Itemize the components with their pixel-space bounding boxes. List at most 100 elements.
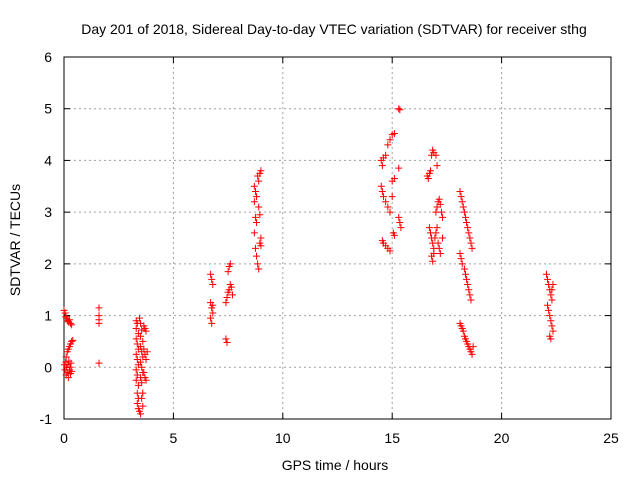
data-point [467, 296, 475, 304]
data-point [466, 291, 474, 299]
data-point [227, 283, 235, 291]
data-point [207, 314, 215, 322]
data-point [95, 359, 103, 367]
y-tick-label: 2 [44, 256, 52, 272]
data-point [95, 319, 103, 327]
data-point [457, 193, 465, 201]
data-points [60, 105, 557, 418]
data-point [140, 368, 148, 376]
data-point [254, 260, 262, 268]
data-point [384, 141, 392, 149]
data-point [433, 224, 441, 232]
data-point [547, 317, 555, 325]
data-point [464, 281, 472, 289]
data-point [459, 327, 467, 335]
y-tick-label: 1 [44, 308, 52, 324]
data-point [138, 326, 146, 334]
data-point [209, 281, 217, 289]
data-point [142, 327, 150, 335]
data-point [222, 335, 230, 343]
data-point [460, 208, 468, 216]
data-point [378, 162, 386, 170]
y-tick-label: 4 [44, 152, 52, 168]
data-point [384, 203, 392, 211]
y-tick-label: 6 [44, 49, 52, 65]
data-point [434, 239, 442, 247]
data-point [548, 286, 556, 294]
data-point [62, 353, 70, 361]
data-point [377, 182, 385, 190]
data-point [545, 306, 553, 314]
data-point [431, 234, 439, 242]
data-point [137, 358, 145, 366]
data-point [466, 234, 474, 242]
data-point [223, 338, 231, 346]
data-point [250, 182, 258, 190]
data-point [429, 257, 437, 265]
data-point [436, 250, 444, 258]
data-point [253, 218, 261, 226]
data-point [223, 293, 231, 301]
data-point [142, 376, 150, 384]
data-point [436, 200, 444, 208]
data-point [424, 175, 432, 183]
data-point [255, 265, 263, 273]
data-point [257, 234, 265, 242]
data-point [464, 224, 472, 232]
data-point [138, 394, 146, 402]
data-point [397, 224, 405, 232]
data-point [226, 260, 234, 268]
data-point [379, 193, 387, 201]
x-tick-label: 5 [170, 430, 178, 446]
data-point [548, 322, 556, 330]
data-point [463, 218, 471, 226]
data-point [251, 213, 259, 221]
data-point [250, 229, 258, 237]
data-point [62, 313, 70, 321]
data-point [132, 325, 140, 332]
data-point [386, 136, 394, 144]
data-point [64, 374, 72, 382]
data-point [425, 224, 433, 232]
chart-title: Day 201 of 2018, Sidereal Day-to-day VTE… [81, 21, 587, 37]
data-point [253, 252, 261, 260]
data-point [61, 309, 69, 317]
data-point [461, 213, 469, 221]
data-point [459, 203, 467, 211]
data-point [222, 299, 230, 307]
x-tick-label: 20 [494, 430, 510, 446]
data-point [378, 187, 386, 195]
data-point [253, 193, 261, 201]
data-point [439, 234, 447, 242]
data-point [207, 270, 215, 278]
data-point [396, 218, 404, 226]
data-point [66, 363, 74, 371]
data-point [549, 281, 557, 289]
data-point [544, 275, 552, 283]
data-point [138, 379, 146, 387]
data-point [257, 167, 265, 175]
data-point [251, 244, 259, 252]
data-point [382, 198, 390, 206]
data-point [432, 229, 440, 237]
data-point [208, 275, 216, 283]
data-point [547, 291, 555, 299]
data-point [435, 244, 443, 252]
data-point [95, 304, 103, 312]
data-point [386, 247, 394, 255]
x-tick-label: 0 [60, 430, 68, 446]
data-point [463, 275, 471, 283]
data-point [68, 321, 76, 329]
data-point [465, 286, 473, 294]
data-point [139, 389, 147, 397]
data-point [228, 291, 236, 299]
data-point [467, 239, 475, 247]
data-point [542, 270, 550, 278]
plot-frame [63, 56, 612, 420]
data-point [465, 229, 473, 237]
data-point [138, 363, 146, 371]
data-point [137, 332, 145, 340]
data-point [132, 376, 140, 384]
data-point [437, 208, 445, 216]
